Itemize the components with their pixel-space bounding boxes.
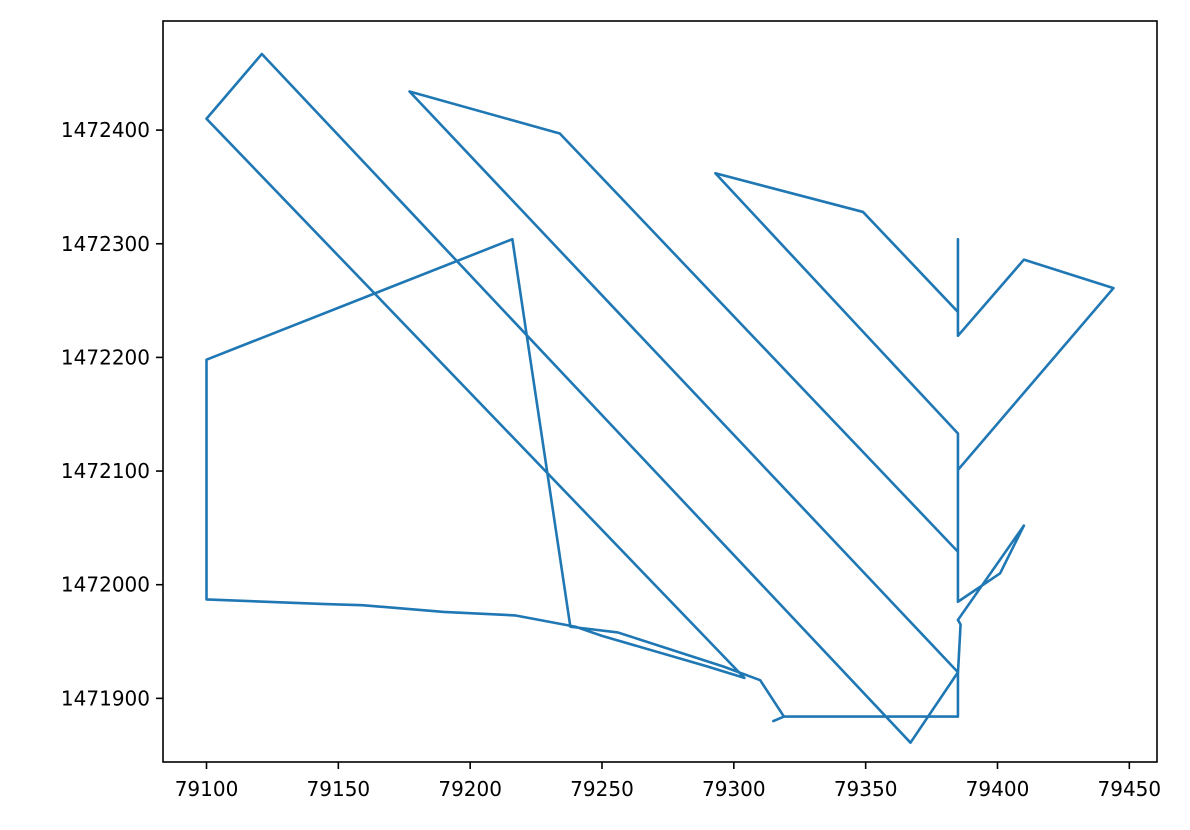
series-line-0 <box>205 52 1115 744</box>
y-tick-label: 1471900 <box>61 686 150 710</box>
y-tick-label: 1472300 <box>61 232 150 256</box>
x-tick-label: 79150 <box>307 777 371 801</box>
x-tick-label: 79350 <box>834 777 898 801</box>
x-tick-label: 79200 <box>438 777 502 801</box>
axes: 79100 79150 79200 79250 79300 79350 79400 79450… <box>61 20 1162 801</box>
x-tick-label: 79450 <box>1098 777 1162 801</box>
y-tick-label: 1472200 <box>61 345 150 369</box>
x-tick-label: 79300 <box>702 777 766 801</box>
x-tick-label: 79100 <box>175 777 239 801</box>
x-tick-label: 79400 <box>966 777 1030 801</box>
axes-frame <box>162 20 1158 763</box>
x-tick-label: 79250 <box>570 777 634 801</box>
y-tick-label: 1472400 <box>61 118 150 142</box>
plot-area <box>205 52 1115 744</box>
y-tick-label: 1472100 <box>61 459 150 483</box>
y-tick-label: 1472000 <box>61 573 150 597</box>
